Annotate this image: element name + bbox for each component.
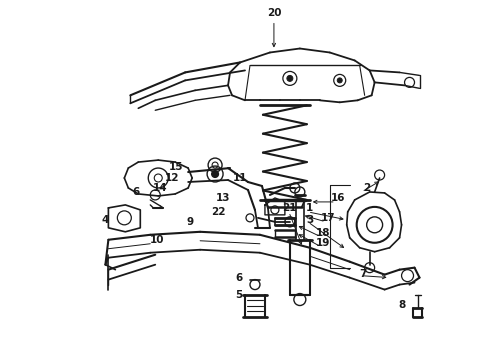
Text: 3: 3 xyxy=(306,215,314,225)
Text: 13: 13 xyxy=(216,193,230,203)
Text: 20: 20 xyxy=(267,8,281,18)
Text: 8: 8 xyxy=(398,300,405,310)
Text: 17: 17 xyxy=(320,213,335,223)
Text: 15: 15 xyxy=(169,162,183,172)
Text: 21: 21 xyxy=(282,203,296,213)
Text: 11: 11 xyxy=(233,173,247,183)
Circle shape xyxy=(337,78,342,83)
Circle shape xyxy=(212,171,219,177)
Text: 6: 6 xyxy=(235,273,243,283)
Text: 6: 6 xyxy=(133,187,140,197)
Text: 4: 4 xyxy=(102,215,109,225)
Text: 14: 14 xyxy=(153,183,168,193)
Text: 7: 7 xyxy=(359,269,367,279)
Text: 1: 1 xyxy=(306,203,314,213)
Text: 22: 22 xyxy=(211,207,225,217)
Text: 16: 16 xyxy=(330,193,345,203)
Text: 19: 19 xyxy=(316,238,330,248)
Circle shape xyxy=(287,75,293,81)
Text: 9: 9 xyxy=(187,217,194,227)
Text: 5: 5 xyxy=(235,289,243,300)
Text: 12: 12 xyxy=(165,173,179,183)
Text: 2: 2 xyxy=(363,183,370,193)
Text: 10: 10 xyxy=(150,235,165,245)
Text: 18: 18 xyxy=(316,228,330,238)
